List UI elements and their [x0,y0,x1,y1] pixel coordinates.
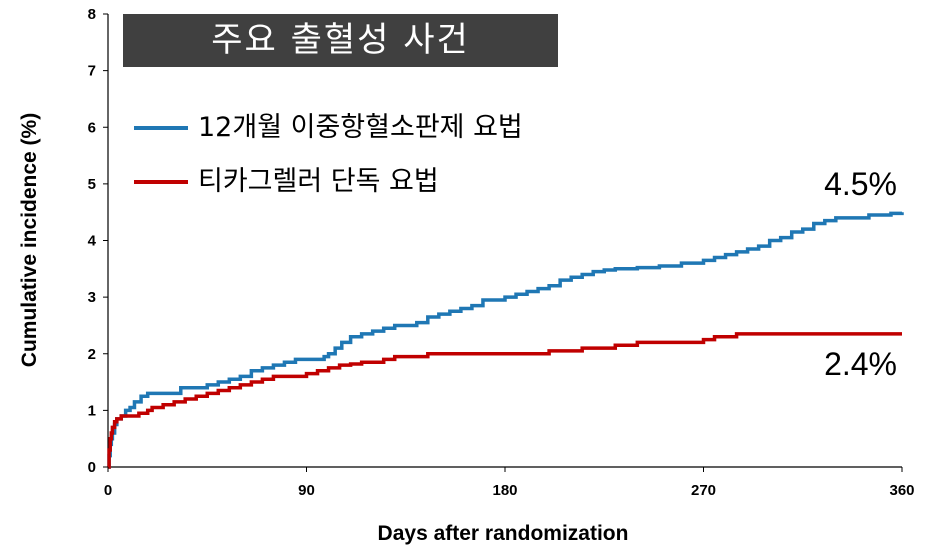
y-tick-label: 6 [88,119,96,136]
end-label-dapt: 4.5% [824,166,897,202]
legend-swatch-dapt [134,126,188,130]
axes [107,14,902,468]
legend-label-dapt: 12개월 이중항혈소판제 요법 [198,112,523,143]
y-tick-label: 7 [88,63,96,80]
legend-label-ticagrelor: 티카그렐러 단독 요법 [198,166,439,197]
y-tick-label: 2 [88,346,96,363]
series-line-1 [107,332,902,469]
y-tick-label: 3 [88,289,96,306]
series-lines [107,211,904,469]
y-tick-label: 4 [88,233,97,250]
y-ticks: 0 1 2 3 4 5 6 7 8 [88,6,108,476]
x-tick-label: 0 [104,482,112,499]
chart-title: 주요 출혈성 사건 [211,20,470,60]
x-tick-label: 270 [691,482,716,499]
y-tick-label: 0 [88,459,96,476]
y-tick-label: 8 [88,6,96,23]
series-line-0 [107,211,904,469]
y-tick-label: 1 [88,402,96,419]
x-axis-title: Days after randomization [378,522,629,545]
chart-title-box: 주요 출혈성 사건 [123,14,558,67]
x-tick-label: 180 [492,482,517,499]
x-tick-label: 360 [889,482,914,499]
legend-swatch-ticagrelor [134,180,188,184]
x-tick-label: 90 [298,482,315,499]
x-ticks: 0 90 180 270 360 [104,467,915,499]
end-label-ticagrelor: 2.4% [824,346,897,382]
y-tick-label: 5 [88,176,96,193]
y-axis-title: Cumulative incidence (%) [18,113,41,367]
